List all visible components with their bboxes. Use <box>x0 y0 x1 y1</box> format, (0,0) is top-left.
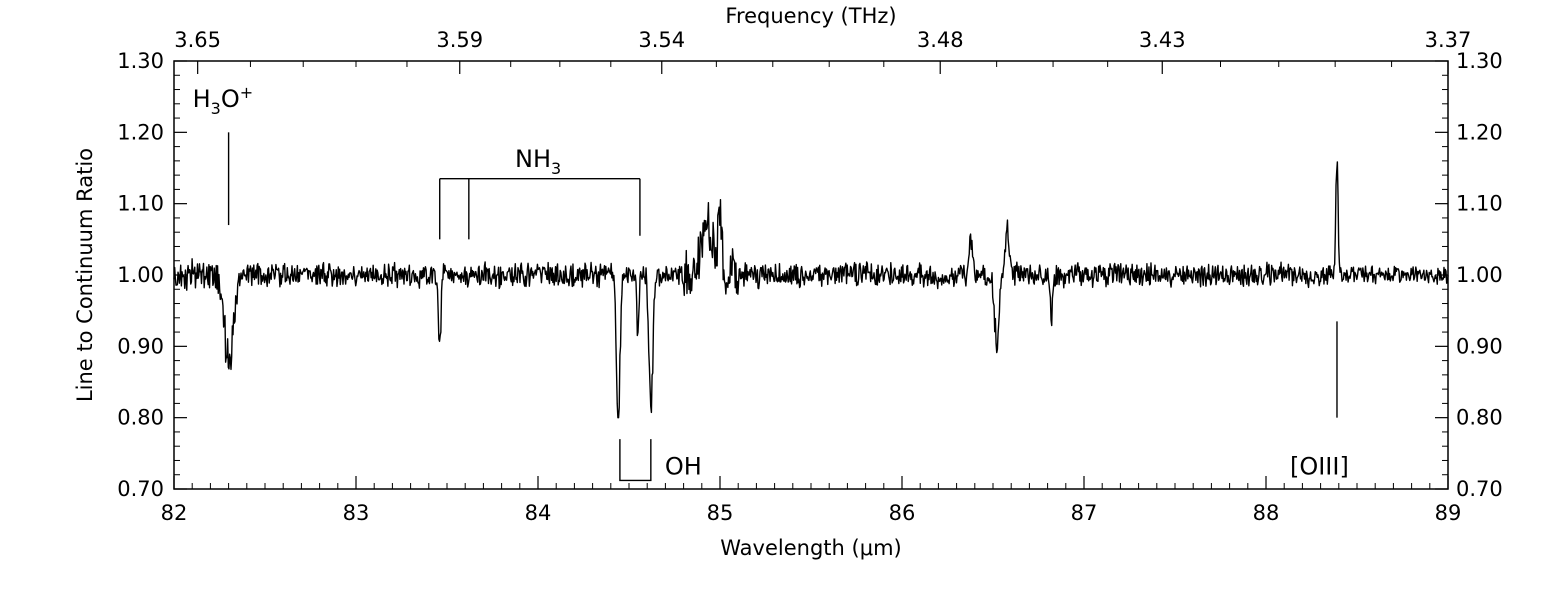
x-tick-label: 86 <box>889 501 916 525</box>
top-tick-label: 3.43 <box>1139 28 1186 52</box>
y-tick-label-right: 1.20 <box>1456 120 1503 144</box>
y-tick-label-right: 0.90 <box>1456 334 1503 358</box>
x-axis-title: Wavelength (μm) <box>720 536 901 560</box>
y-tick-label-left: 1.30 <box>117 49 164 73</box>
tick-labels: 82 83 84 85 86 87 88 89 3.65 3.59 3.54 3.48 3.43 3.37… <box>117 28 1503 525</box>
y-tick-label-right: 1.10 <box>1456 192 1503 216</box>
top-tick-label: 3.59 <box>436 28 483 52</box>
x-tick-label: 88 <box>1253 501 1280 525</box>
y-tick-label-left: 1.20 <box>117 120 164 144</box>
h3o-label-tail: O <box>221 85 240 113</box>
y-tick-label-left: 1.00 <box>117 263 164 287</box>
h3o-label-sup: + <box>240 83 253 102</box>
h3o-label: H3O+ <box>193 83 254 118</box>
y-tick-label-left: 0.90 <box>117 334 164 358</box>
x-tick-label: 87 <box>1071 501 1098 525</box>
y-tick-label-right: 1.30 <box>1456 49 1503 73</box>
nh3-label: NH3 <box>515 145 561 178</box>
oiii-label: [OIII] <box>1290 453 1349 481</box>
y-tick-label-right: 0.80 <box>1456 406 1503 430</box>
top-tick-label: 3.65 <box>174 28 221 52</box>
h3o-label-main: H <box>193 85 211 113</box>
oh-bracket <box>619 439 652 482</box>
y-tick-label-left: 0.70 <box>117 477 164 501</box>
h3o-label-sub: 3 <box>211 99 221 118</box>
top-tick-label: 3.37 <box>1425 28 1472 52</box>
x-tick-label: 85 <box>707 501 734 525</box>
oh-label: OH <box>665 453 702 481</box>
y-tick-label-left: 0.80 <box>117 406 164 430</box>
y-axis-title: Line to Continuum Ratio <box>73 148 97 402</box>
x-tick-label: 82 <box>161 501 188 525</box>
x-tick-label: 83 <box>343 501 370 525</box>
nh3-label-main: NH <box>515 145 551 173</box>
y-tick-label-right: 1.00 <box>1456 263 1503 287</box>
top-axis-title: Frequency (THz) <box>725 4 896 28</box>
x-tick-label: 89 <box>1435 501 1462 525</box>
top-tick-label: 3.48 <box>917 28 964 52</box>
spectrum-line <box>173 161 1449 419</box>
top-tick-label: 3.54 <box>638 28 685 52</box>
x-tick-label: 84 <box>525 501 552 525</box>
y-tick-label-right: 0.70 <box>1456 477 1503 501</box>
y-tick-label-left: 1.10 <box>117 192 164 216</box>
nh3-label-sub: 3 <box>551 159 561 178</box>
